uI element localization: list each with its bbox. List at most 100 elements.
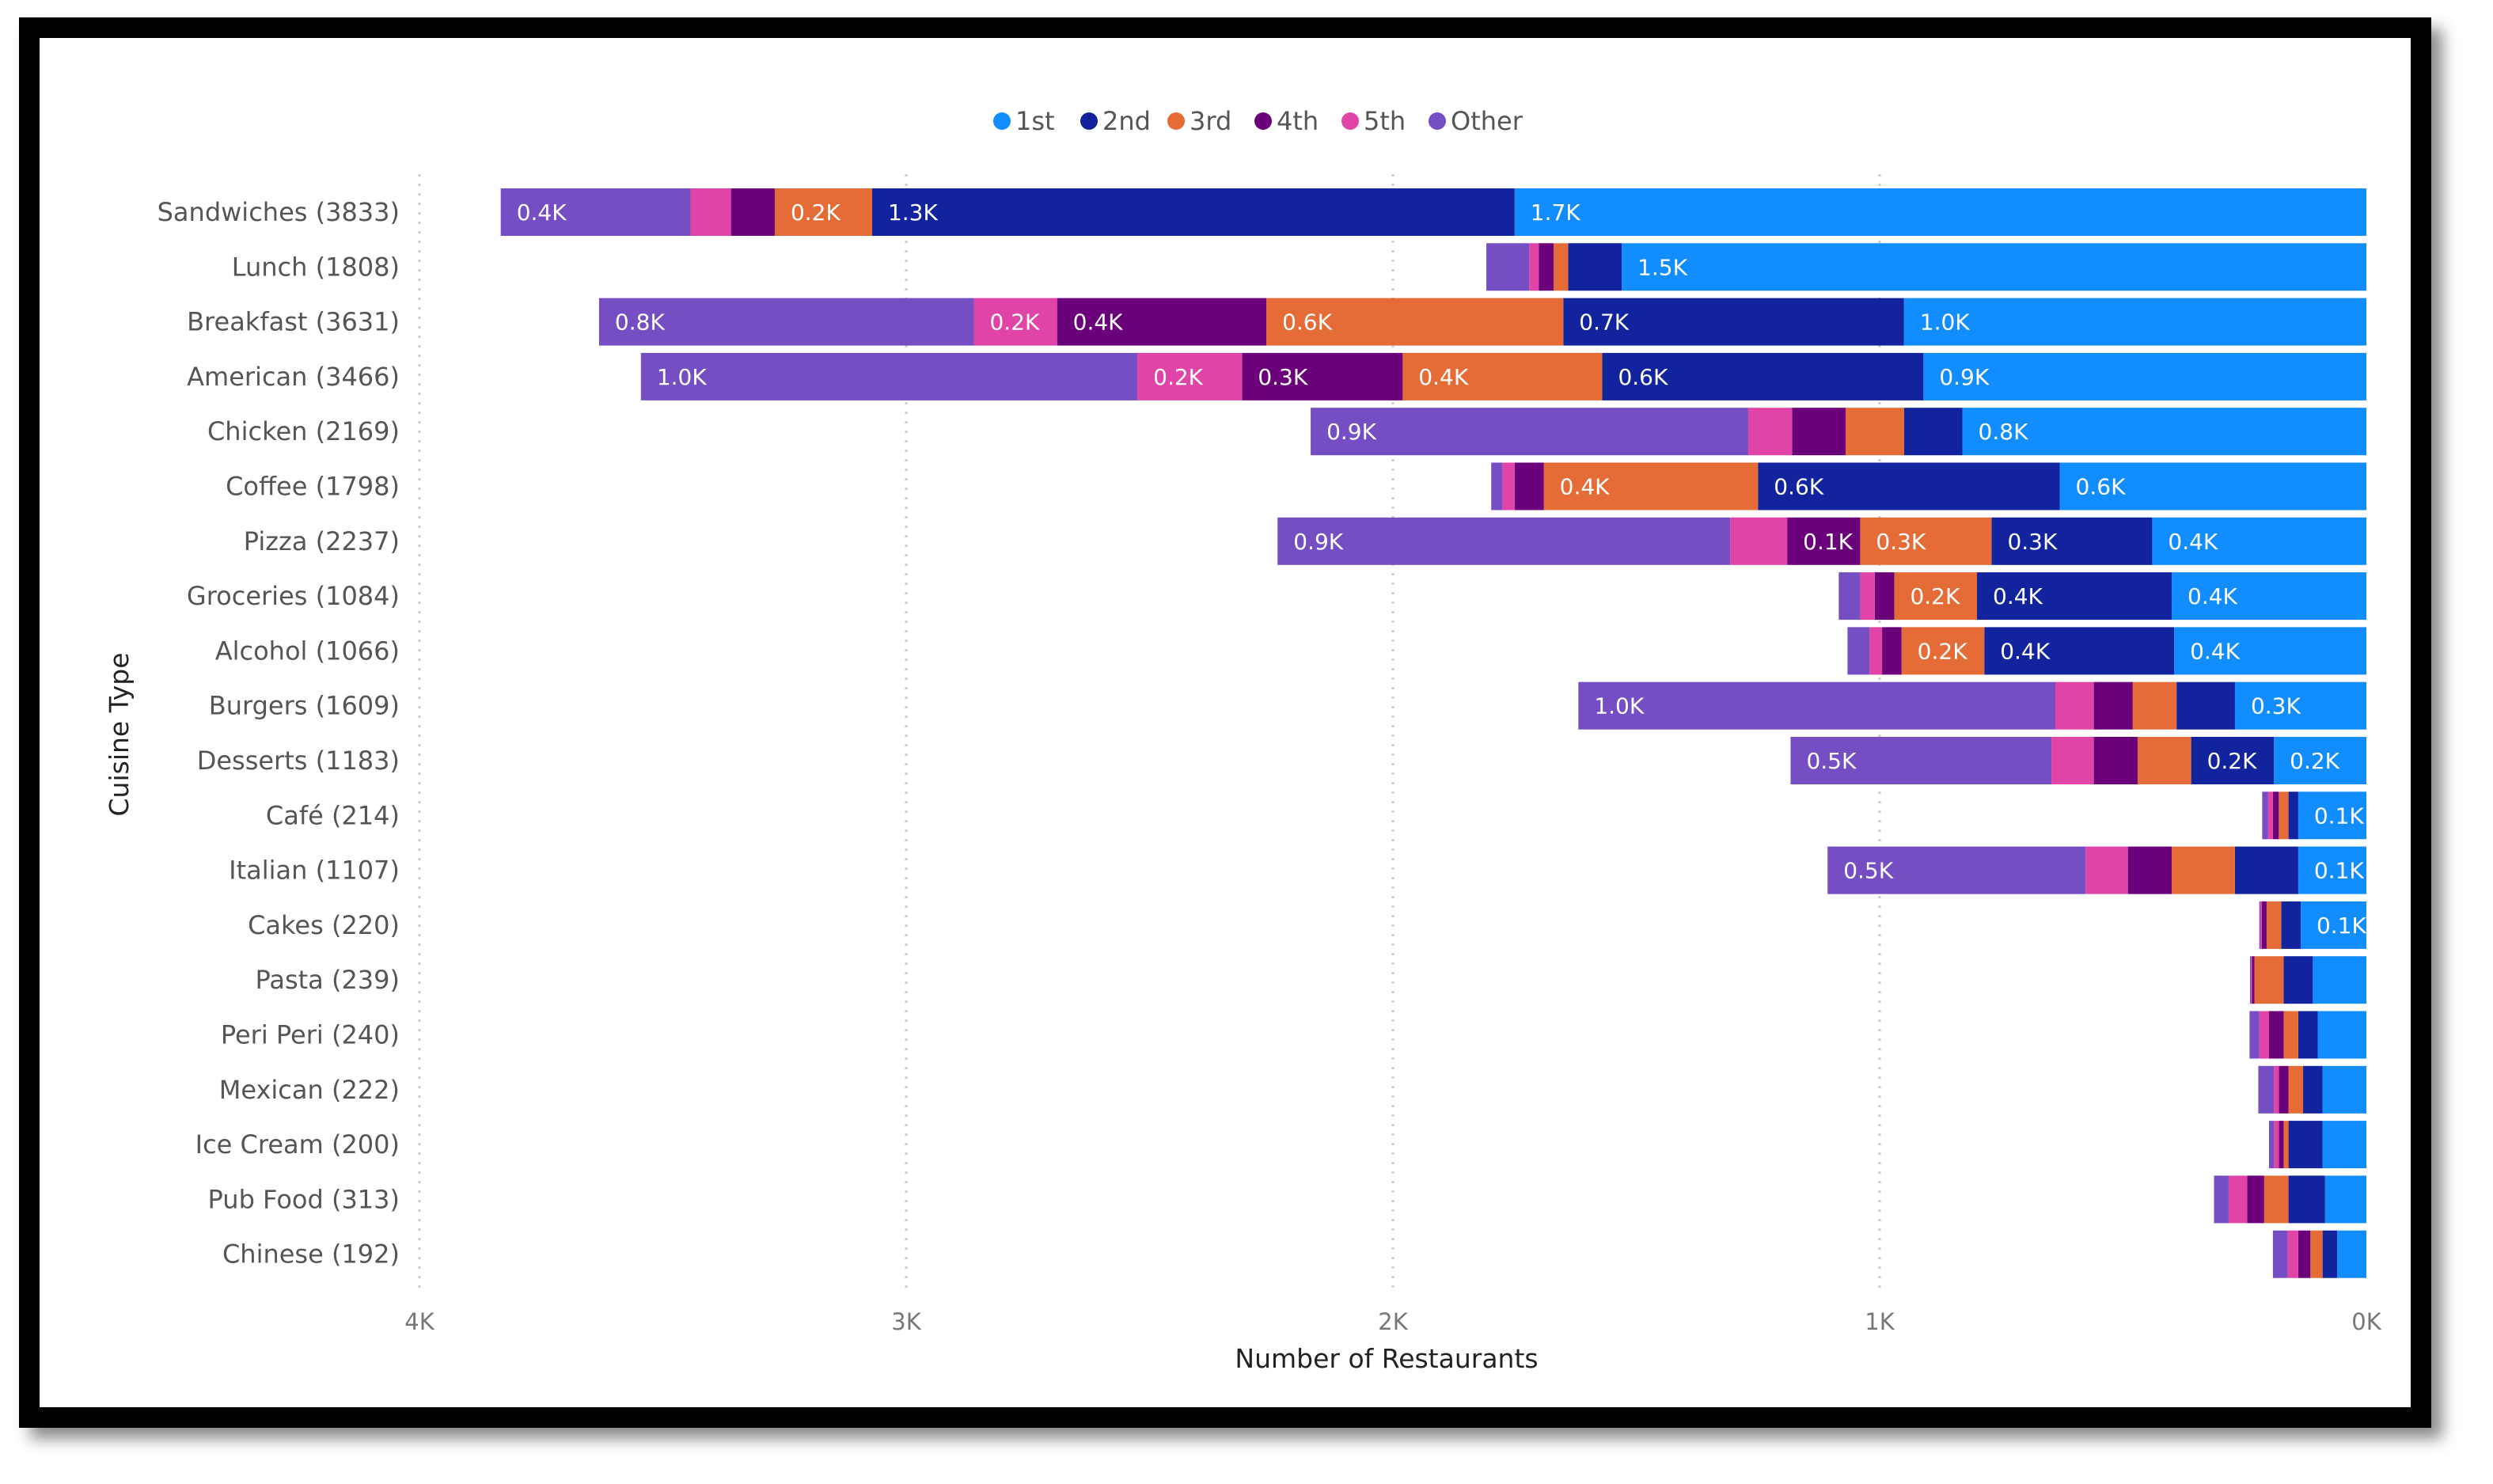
bar-segment-1st[interactable] (1903, 298, 2366, 346)
bar-segment-other[interactable] (500, 188, 691, 236)
bar-segment-other[interactable] (2214, 1175, 2229, 1224)
bar-segment-2nd[interactable] (2176, 681, 2235, 730)
bar-segment-4th[interactable] (2252, 956, 2255, 1004)
bar-segment-4th[interactable] (1539, 243, 1554, 291)
bar-segment-4th[interactable] (1242, 352, 1403, 400)
bar-segment-1st[interactable] (2337, 1230, 2366, 1278)
bar-segment-other[interactable] (2269, 1121, 2275, 1169)
bar-segment-4th[interactable] (2093, 681, 2133, 730)
bar-segment-4th[interactable] (2247, 1175, 2264, 1224)
bar-segment-3rd[interactable] (1553, 243, 1569, 291)
bar-segment-3rd[interactable] (1543, 462, 1759, 510)
bar-segment-3rd[interactable] (2310, 1230, 2323, 1278)
bar-segment-5th[interactable] (1860, 572, 1875, 621)
bar-segment-4th[interactable] (2127, 846, 2172, 894)
bar-segment-3rd[interactable] (1901, 627, 1985, 675)
bar-segment-5th[interactable] (1747, 408, 1793, 456)
bar-segment-other[interactable] (1486, 243, 1530, 291)
bar-segment-other[interactable] (1578, 681, 2056, 730)
bar-segment-3rd[interactable] (1266, 298, 1564, 346)
bar-segment-3rd[interactable] (2288, 1065, 2304, 1114)
bar-segment-5th[interactable] (1502, 462, 1515, 510)
bar-segment-5th[interactable] (2055, 681, 2094, 730)
bar-segment-2nd[interactable] (2322, 1230, 2338, 1278)
bar-segment-5th[interactable] (1730, 517, 1788, 565)
bar-segment-3rd[interactable] (1894, 572, 1977, 621)
bar-segment-3rd[interactable] (1860, 517, 1992, 565)
bar-segment-4th[interactable] (2093, 737, 2138, 784)
bar-segment-5th[interactable] (1137, 352, 1243, 400)
bar-segment-5th[interactable] (2085, 846, 2128, 894)
bar-segment-4th[interactable] (1792, 408, 1846, 456)
bar-segment-1st[interactable] (2322, 1121, 2366, 1169)
bar-segment-5th[interactable] (2267, 791, 2273, 840)
bar-segment-1st[interactable] (2274, 737, 2366, 784)
bar-segment-1st[interactable] (1622, 243, 2366, 291)
bar-segment-3rd[interactable] (2254, 956, 2284, 1004)
bar-segment-other[interactable] (1311, 408, 1748, 456)
bar-segment-1st[interactable] (1923, 352, 2366, 400)
bar-segment-1st[interactable] (2324, 1175, 2366, 1224)
bar-segment-2nd[interactable] (2281, 901, 2301, 949)
bar-segment-2nd[interactable] (2298, 1011, 2318, 1059)
bar-segment-2nd[interactable] (1903, 408, 1963, 456)
bar-segment-4th[interactable] (1057, 298, 1267, 346)
bar-segment-1st[interactable] (2152, 517, 2366, 565)
bar-segment-other[interactable] (598, 298, 974, 346)
bar-segment-2nd[interactable] (1991, 517, 2153, 565)
bar-segment-other[interactable] (2262, 791, 2268, 840)
bar-segment-4th[interactable] (1514, 462, 1544, 510)
bar-segment-1st[interactable] (2174, 627, 2366, 675)
bar-segment-2nd[interactable] (1568, 243, 1622, 291)
legend-entry[interactable]: 3rd (1190, 106, 1231, 136)
bar-segment-1st[interactable] (2172, 572, 2366, 621)
bar-segment-4th[interactable] (2279, 1065, 2289, 1114)
bar-segment-other[interactable] (1491, 462, 1503, 510)
bar-segment-5th[interactable] (1869, 627, 1883, 675)
bar-segment-1st[interactable] (2298, 846, 2366, 894)
bar-segment-1st[interactable] (2317, 1011, 2367, 1059)
bar-segment-5th[interactable] (2051, 737, 2094, 784)
bar-segment-3rd[interactable] (2279, 791, 2289, 840)
bar-segment-other[interactable] (2272, 1230, 2288, 1278)
bar-segment-4th[interactable] (1874, 572, 1895, 621)
bar-segment-5th[interactable] (690, 188, 731, 236)
bar-segment-5th[interactable] (2228, 1175, 2248, 1224)
legend-entry[interactable]: 4th (1277, 106, 1319, 136)
bar-segment-5th[interactable] (973, 298, 1057, 346)
bar-segment-2nd[interactable] (2303, 1065, 2323, 1114)
bar-segment-5th[interactable] (1529, 243, 1539, 291)
bar-segment-4th[interactable] (2269, 1011, 2284, 1059)
bar-segment-other[interactable] (1838, 572, 1861, 621)
bar-segment-4th[interactable] (2272, 791, 2279, 840)
legend-entry[interactable]: Other (1451, 106, 1524, 136)
bar-segment-5th[interactable] (2274, 1065, 2279, 1114)
bar-segment-1st[interactable] (1962, 408, 2366, 456)
bar-segment-2nd[interactable] (2283, 956, 2313, 1004)
bar-segment-2nd[interactable] (2288, 1175, 2325, 1224)
bar-segment-4th[interactable] (2298, 1230, 2311, 1278)
bar-segment-4th[interactable] (1882, 627, 1902, 675)
bar-segment-4th[interactable] (1787, 517, 1861, 565)
bar-segment-2nd[interactable] (2288, 1121, 2323, 1169)
bar-segment-other[interactable] (1277, 517, 1731, 565)
bar-segment-5th[interactable] (2251, 956, 2252, 1004)
bar-segment-1st[interactable] (2313, 956, 2366, 1004)
bar-segment-3rd[interactable] (2266, 901, 2282, 949)
bar-segment-1st[interactable] (2234, 681, 2366, 730)
bar-segment-2nd[interactable] (2234, 846, 2298, 894)
bar-segment-other[interactable] (2258, 1065, 2275, 1114)
bar-segment-3rd[interactable] (2283, 1011, 2298, 1059)
bar-segment-other[interactable] (1847, 627, 1870, 675)
bar-segment-3rd[interactable] (2137, 737, 2191, 784)
bar-segment-other[interactable] (1827, 846, 2086, 894)
bar-segment-4th[interactable] (730, 188, 775, 236)
bar-segment-1st[interactable] (2322, 1065, 2366, 1114)
bar-segment-other[interactable] (2249, 1011, 2260, 1059)
bar-segment-3rd[interactable] (1402, 352, 1603, 400)
legend-entry[interactable]: 1st (1015, 106, 1055, 136)
bar-segment-5th[interactable] (2259, 1011, 2269, 1059)
bar-segment-other[interactable] (640, 352, 1138, 400)
bar-segment-1st[interactable] (2298, 791, 2366, 840)
legend-entry[interactable]: 2nd (1102, 106, 1151, 136)
